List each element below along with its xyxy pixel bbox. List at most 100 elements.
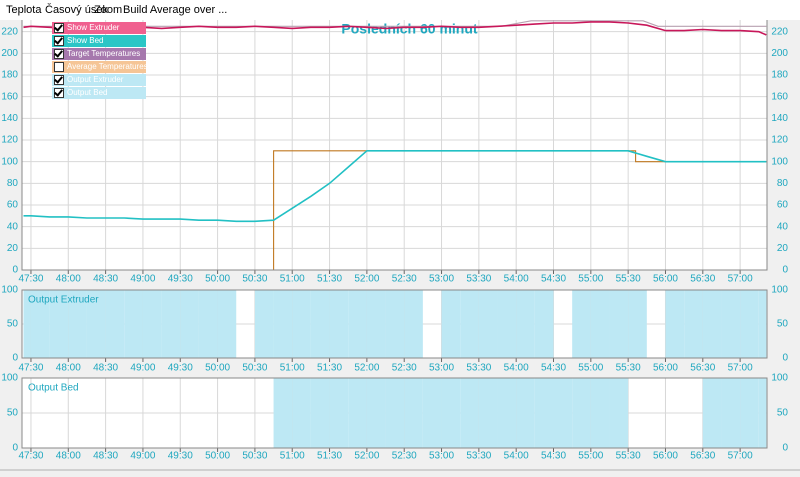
x-tick-label: 51:00: [280, 363, 305, 374]
x-tick-label: 50:30: [242, 274, 267, 285]
menu-item[interactable]: Časový úsek: [45, 4, 108, 16]
y-tick-label: 120: [1, 135, 18, 146]
x-tick-label: 51:00: [280, 451, 305, 462]
x-tick-label: 55:00: [578, 274, 603, 285]
output-bar: [534, 378, 554, 448]
legend-entry[interactable]: Show Bed: [52, 35, 146, 47]
x-tick-label: 49:30: [168, 363, 193, 374]
menu-item[interactable]: Teplota: [6, 4, 42, 16]
plot-border: [21, 289, 768, 359]
output-bar: [366, 378, 386, 448]
output-bar: [404, 378, 423, 448]
x-tick-label: 54:00: [504, 274, 529, 285]
output-bar: [553, 378, 573, 448]
x-tick-label: 56:30: [690, 274, 715, 285]
y-tick-label-right: 0: [782, 443, 788, 454]
y-tick-label-right: 120: [771, 135, 788, 146]
checkbox[interactable]: [54, 62, 64, 72]
menu-bar: Teplota Časový úsek Zoom Build Average over…: [0, 0, 800, 20]
y-tick-label-right: 100: [771, 373, 788, 384]
y-tick-label: 200: [1, 48, 18, 59]
chart-title: Output Extruder: [28, 295, 99, 306]
y-tick-label-right: 50: [777, 319, 789, 330]
y-tick-label-right: 0: [782, 353, 788, 364]
legend-label: Output Extruder: [67, 75, 124, 84]
x-tick-label: 48:00: [56, 274, 81, 285]
y-tick-label: 40: [7, 221, 19, 232]
series-line: [23, 20, 767, 27]
legend-entry[interactable]: Average Temperatures: [52, 61, 148, 73]
x-tick-label: 48:30: [93, 274, 118, 285]
y-tick-label-right: 40: [777, 221, 789, 232]
checkbox[interactable]: [54, 49, 64, 59]
x-tick-label: 51:30: [317, 451, 342, 462]
checkbox[interactable]: [54, 75, 64, 85]
x-tick-label: 56:30: [690, 451, 715, 462]
legend-entry[interactable]: Show Extruder: [52, 22, 146, 34]
x-tick-label: 52:00: [354, 363, 379, 374]
output-bar: [422, 378, 442, 448]
y-tick-label: 0: [12, 443, 18, 454]
y-tick-label-right: 200: [771, 48, 788, 59]
x-tick-label: 54:30: [541, 451, 566, 462]
x-tick-label: 49:00: [130, 274, 155, 285]
output-bar: [609, 290, 629, 358]
output-bar: [273, 378, 293, 448]
x-tick-label: 50:30: [242, 363, 267, 374]
output-bar: [329, 378, 349, 448]
chart-title: Posledních 60 minut: [341, 21, 477, 37]
chart-title: Output Bed: [28, 383, 79, 394]
output-bar: [441, 290, 461, 358]
y-tick-label: 0: [12, 353, 18, 364]
x-tick-label: 53:00: [429, 363, 454, 374]
output-bar: [385, 290, 405, 358]
y-tick-label: 100: [1, 285, 18, 296]
x-tick-label: 52:30: [392, 274, 417, 285]
y-tick-label: 20: [7, 243, 19, 254]
y-tick-label-right: 100: [771, 156, 788, 167]
output-bar: [348, 378, 367, 448]
y-tick-label: 180: [1, 70, 18, 81]
x-tick-label: 54:30: [541, 274, 566, 285]
x-tick-label: 54:00: [504, 363, 529, 374]
legend-label: Target Temperatures: [67, 49, 141, 58]
x-tick-label: 48:30: [93, 451, 118, 462]
output-bar: [124, 290, 143, 358]
x-tick-label: 53:00: [429, 274, 454, 285]
checkbox[interactable]: [54, 23, 64, 33]
legend-label: Average Temperatures: [67, 62, 148, 71]
output-bar: [292, 378, 311, 448]
y-tick-label: 60: [7, 200, 19, 211]
x-tick-label: 57:00: [728, 363, 753, 374]
x-tick-label: 51:30: [317, 363, 342, 374]
output-bar: [758, 290, 767, 358]
legend-entry[interactable]: Output Bed: [52, 87, 146, 99]
x-tick-label: 50:30: [242, 451, 267, 462]
legend-entry[interactable]: Target Temperatures: [52, 48, 146, 60]
checkbox[interactable]: [54, 36, 64, 46]
checkbox[interactable]: [54, 88, 64, 98]
x-tick-label: 57:00: [728, 274, 753, 285]
output-bar: [441, 378, 461, 448]
y-tick-label: 50: [7, 408, 19, 419]
legend-entry[interactable]: Output Extruder: [52, 74, 146, 86]
output-bar: [590, 290, 610, 358]
y-tick-label-right: 20: [777, 243, 789, 254]
y-tick-label: 0: [12, 265, 18, 276]
output-bar: [142, 290, 162, 358]
x-tick-label: 56:30: [690, 363, 715, 374]
y-tick-label-right: 100: [771, 285, 788, 296]
output-bar: [198, 290, 218, 358]
output-bar: [684, 290, 703, 358]
output-bar: [740, 290, 759, 358]
output-bar: [497, 290, 517, 358]
legend-label: Show Extruder: [67, 23, 120, 32]
menu-item[interactable]: Zoom: [94, 4, 123, 16]
output-bar: [49, 290, 69, 358]
output-bar: [460, 290, 479, 358]
x-tick-label: 55:00: [578, 451, 603, 462]
output-bar: [721, 290, 741, 358]
menu-item[interactable]: Build Average over ...: [123, 4, 228, 16]
output-bar: [516, 290, 535, 358]
